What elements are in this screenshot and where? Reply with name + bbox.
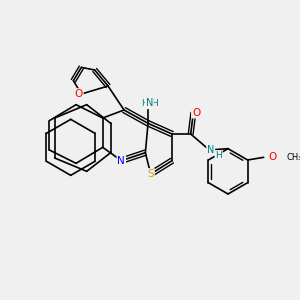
Text: O: O: [269, 152, 277, 162]
Text: CH₃: CH₃: [286, 153, 300, 162]
Text: S: S: [147, 169, 154, 179]
Text: N: N: [118, 156, 125, 166]
Text: H: H: [215, 151, 222, 160]
Text: N: N: [207, 145, 214, 155]
Text: O: O: [75, 89, 83, 99]
Text: O: O: [192, 108, 200, 118]
Text: H: H: [141, 99, 147, 108]
Text: N: N: [146, 98, 153, 108]
Text: H: H: [151, 99, 158, 108]
